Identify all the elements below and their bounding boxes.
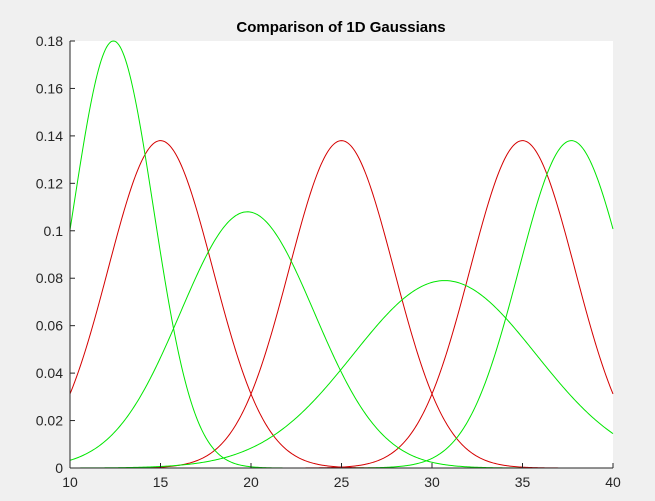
x-ticks: 10 15 20 25 30 35 40 (62, 463, 621, 490)
x-tick-label: 25 (334, 474, 350, 490)
x-tick-label: 20 (243, 474, 259, 490)
x-tick-label: 35 (515, 474, 531, 490)
y-tick-label: 0.12 (36, 175, 63, 191)
chart-title: Comparison of 1D Gaussians (236, 19, 445, 36)
y-tick-label: 0.08 (36, 270, 63, 286)
y-tick-label: 0.14 (36, 128, 63, 144)
y-tick-label: 0.04 (36, 365, 63, 381)
x-tick-label: 40 (605, 474, 621, 490)
y-tick-label: 0.02 (36, 413, 63, 429)
y-tick-label: 0.1 (44, 223, 64, 239)
x-tick-label: 30 (424, 474, 440, 490)
y-tick-label: 0.18 (36, 33, 63, 49)
axes-background (70, 41, 613, 468)
y-tick-label: 0 (55, 460, 63, 476)
y-tick-label: 0.16 (36, 80, 63, 96)
x-tick-label: 15 (153, 474, 169, 490)
x-tick-label: 10 (62, 474, 78, 490)
y-ticks: 0 0.02 0.04 0.06 0.08 0.1 0.12 0.14 0.16 0.18 (36, 33, 75, 476)
y-tick-label: 0.06 (36, 318, 63, 334)
